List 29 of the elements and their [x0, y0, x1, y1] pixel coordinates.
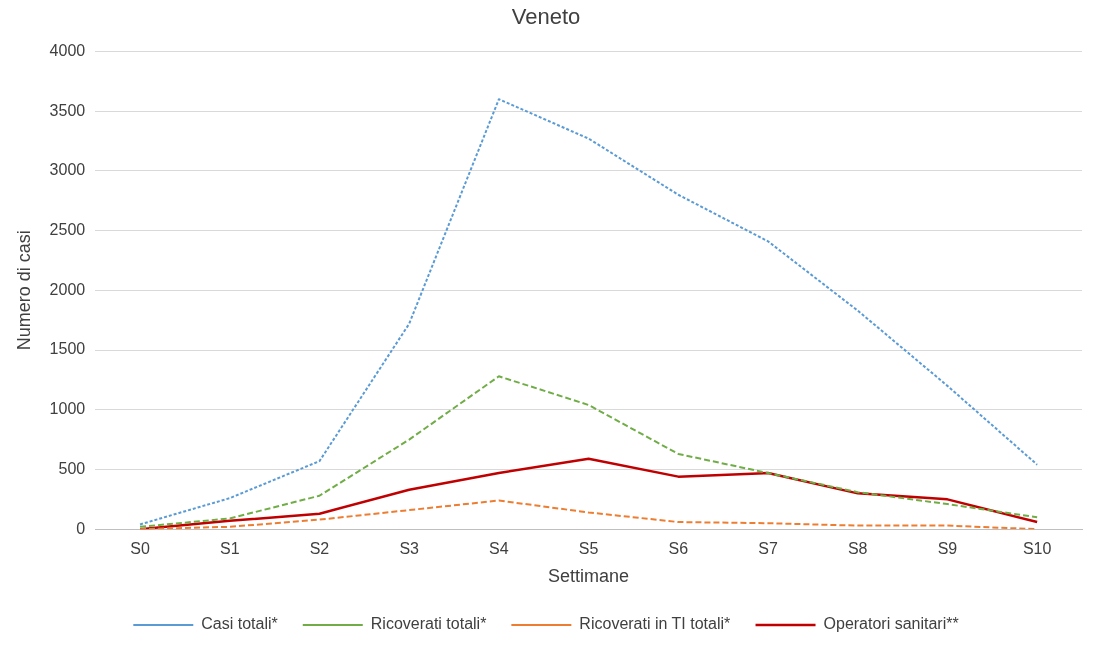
chart-title: Veneto — [511, 4, 581, 30]
y-tick-label: 0 — [76, 519, 86, 537]
x-tick-label: S8 — [847, 540, 868, 558]
x-tick-label: S0 — [130, 540, 150, 558]
y-tick-label: 1000 — [49, 400, 86, 418]
y-tick-label: 500 — [58, 459, 86, 477]
line-series — [139, 98, 1039, 526]
legend-label: Ricoverati in TI totali* — [579, 615, 731, 633]
x-tick-label: S4 — [489, 540, 509, 558]
x-tick-label: S10 — [1022, 540, 1052, 558]
x-axis-title: Settimane — [548, 566, 630, 587]
y-tick-label: 4000 — [49, 41, 86, 59]
x-tick-label: S7 — [758, 540, 778, 558]
y-axis-title: Numero di casi — [13, 230, 34, 351]
y-tick-label: 3500 — [49, 101, 86, 119]
legend-label: Casi totali* — [201, 615, 278, 633]
x-tick-label: S1 — [219, 540, 240, 558]
y-tick-label: 2500 — [49, 220, 86, 238]
x-tick-label: S5 — [578, 540, 599, 558]
x-tick-label: S2 — [309, 540, 330, 558]
x-tick-label: S3 — [399, 540, 420, 558]
legend-label: Ricoverati totali* — [370, 615, 487, 633]
x-tick-label: S6 — [668, 540, 689, 558]
legend-label: Operatori sanitari** — [823, 615, 959, 633]
x-tick-label: S9 — [937, 540, 958, 558]
y-tick-label: 3000 — [49, 161, 86, 179]
y-tick-label: 1500 — [49, 340, 86, 358]
y-tick-label: 2000 — [49, 280, 86, 298]
line-series — [139, 375, 1039, 528]
